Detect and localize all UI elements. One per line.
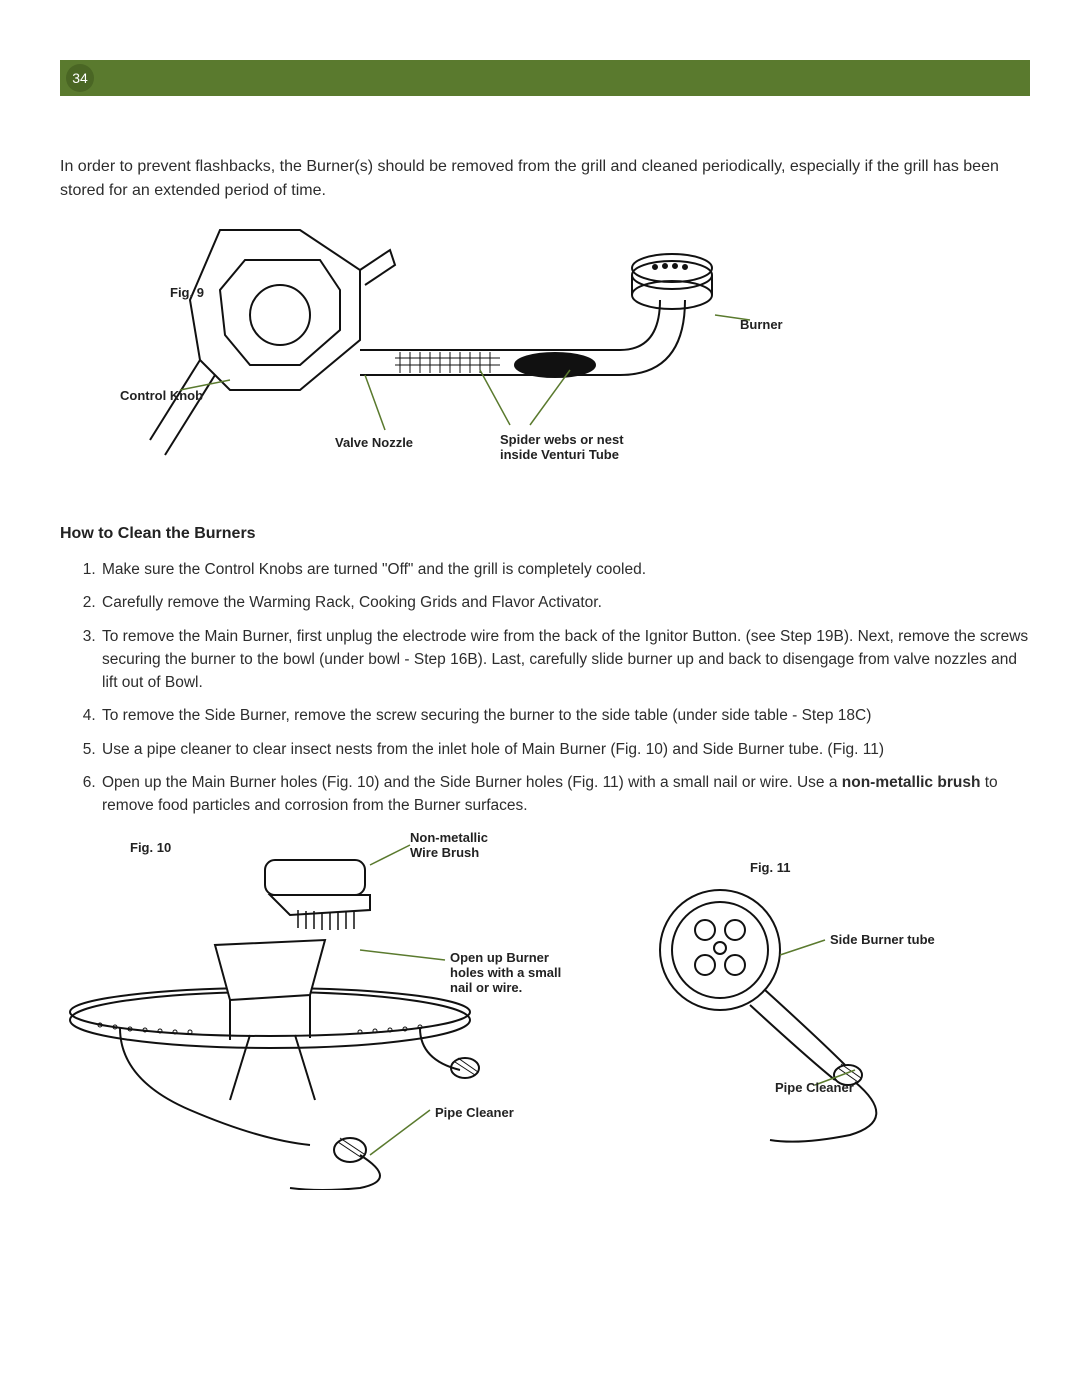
fig9-spider-label-2: inside Venturi Tube	[500, 447, 619, 462]
fig9-burner-label: Burner	[740, 317, 783, 332]
fig11-label: Fig. 11	[750, 860, 790, 875]
steps-list: Make sure the Control Knobs are turned "…	[80, 558, 1030, 827]
figures-10-11: Fig. 10 Non-metallic Wire Brush Open up …	[60, 810, 1020, 1190]
header-bar: 34	[60, 60, 1030, 96]
fig9-spider-label-1: Spider webs or nest	[500, 432, 624, 447]
step-6b: non-metallic brush	[842, 774, 981, 791]
page-number-badge: 34	[66, 64, 94, 92]
fig10-brush-1: Non-metallic	[410, 830, 488, 845]
fig10-holes-2: holes with a small	[450, 965, 561, 980]
fig9-valve-nozzle-label: Valve Nozzle	[335, 435, 413, 450]
fig11-pipe-cleaner: Pipe Cleaner	[775, 1080, 854, 1095]
step-2: Carefully remove the Warming Rack, Cooki…	[100, 591, 1030, 614]
step-1: Make sure the Control Knobs are turned "…	[100, 558, 1030, 581]
fig9-control-knob-label: Control Knob	[120, 388, 203, 403]
fig11-side-burner: Side Burner tube	[830, 932, 935, 947]
fig10-holes-3: nail or wire.	[450, 980, 522, 995]
fig10-label: Fig. 10	[130, 840, 171, 855]
figure-9-diagram: Fig. 9 Control Knob Valve Nozzle Spider …	[100, 220, 860, 470]
step-5: Use a pipe cleaner to clear insect nests…	[100, 738, 1030, 761]
section-title: How to Clean the Burners	[60, 525, 256, 543]
step-6a: Open up the Main Burner holes (Fig. 10) …	[102, 774, 842, 791]
step-3: To remove the Main Burner, first unplug …	[100, 625, 1030, 695]
intro-paragraph: In order to prevent flashbacks, the Burn…	[60, 155, 1030, 203]
page-number: 34	[72, 70, 88, 86]
fig10-holes-1: Open up Burner	[450, 950, 549, 965]
fig10-brush-2: Wire Brush	[410, 845, 479, 860]
fig9-label: Fig. 9	[170, 285, 204, 300]
fig10-pipe-cleaner: Pipe Cleaner	[435, 1105, 514, 1120]
step-4: To remove the Side Burner, remove the sc…	[100, 704, 1030, 727]
